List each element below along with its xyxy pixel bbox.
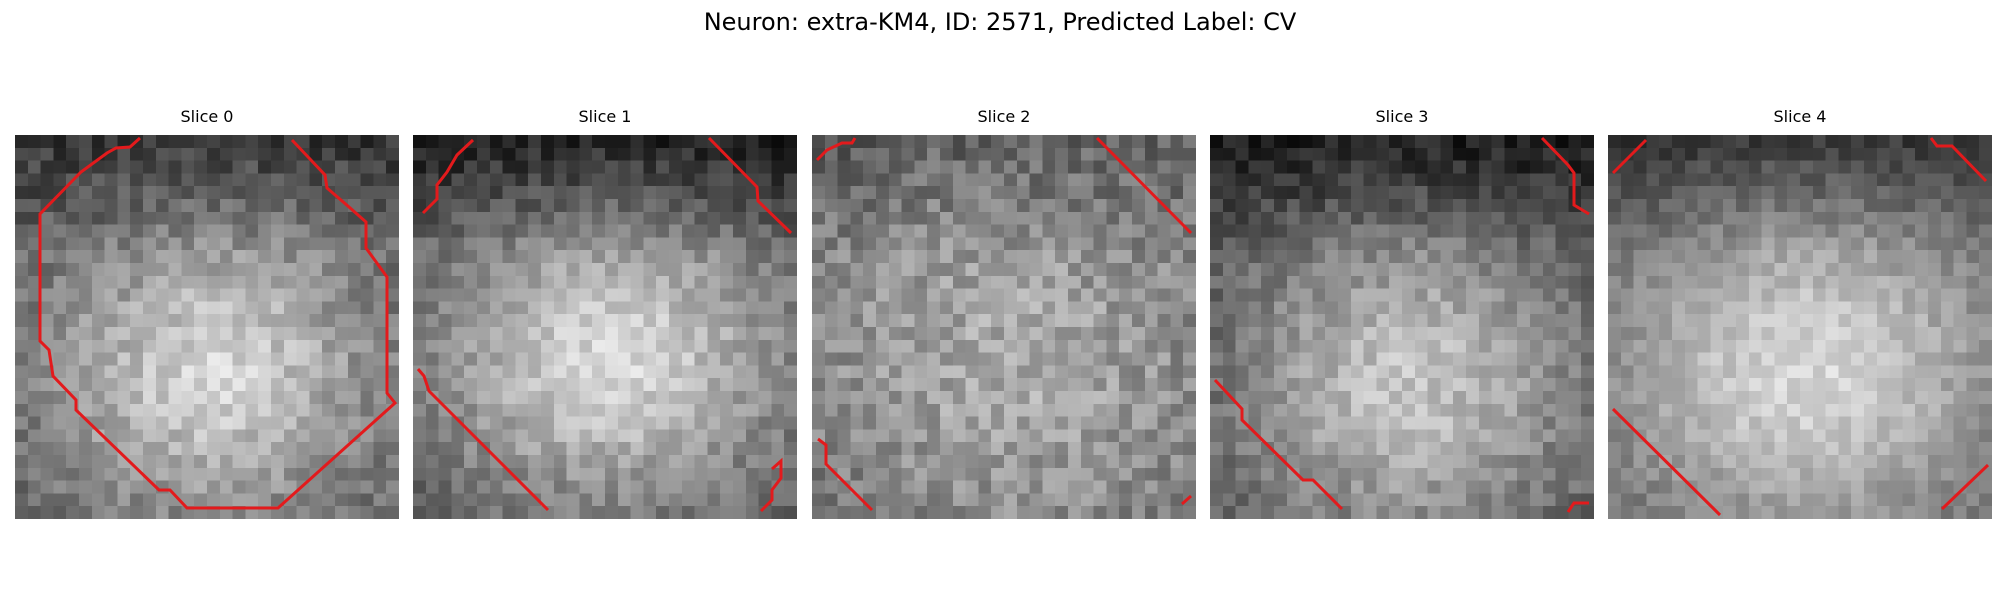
contour-segment <box>1566 501 1589 513</box>
contour-segment <box>421 138 475 215</box>
roi-contour <box>38 136 398 510</box>
contour-segment <box>1940 463 1990 511</box>
slice-title: Slice 1 <box>578 107 632 126</box>
roi-contour <box>416 136 793 513</box>
slice-title: Slice 3 <box>1375 107 1429 126</box>
slice-title: Slice 4 <box>1773 107 1827 126</box>
roi-contour <box>1213 136 1590 513</box>
slice-title: Slice 0 <box>180 107 234 126</box>
slice-image <box>1210 135 1594 519</box>
contour-segment <box>38 136 398 510</box>
contour-segment <box>416 368 550 512</box>
slice-image <box>1608 135 1992 519</box>
slice-title: Slice 2 <box>977 107 1031 126</box>
contour-segment <box>815 137 857 162</box>
contour-segment <box>1095 136 1193 235</box>
slice-image <box>812 135 1196 519</box>
contour-segment <box>1611 407 1722 517</box>
contour-segment <box>759 457 783 513</box>
contour-segment <box>1540 136 1590 216</box>
contour-segment <box>1929 137 1988 183</box>
roi-contour <box>815 136 1193 512</box>
contour-segment <box>707 136 793 235</box>
contour-segment <box>817 437 874 512</box>
contour-segment <box>1181 494 1192 506</box>
contour-segment <box>1213 378 1344 511</box>
contour-segment <box>1611 138 1648 175</box>
roi-contour <box>1611 137 1990 517</box>
slice-image <box>413 135 797 519</box>
figure-title: Neuron: extra-KM4, ID: 2571, Predicted L… <box>703 8 1297 36</box>
